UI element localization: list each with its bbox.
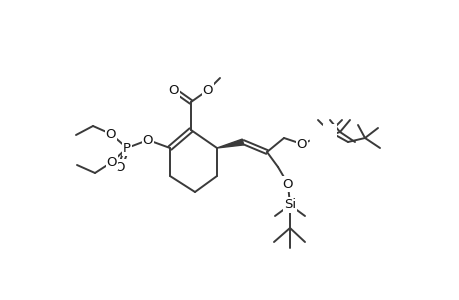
Polygon shape [217, 139, 243, 148]
Text: O: O [106, 155, 117, 169]
Text: O: O [202, 83, 213, 97]
Text: Si: Si [283, 199, 296, 212]
Text: O: O [282, 178, 293, 190]
Text: Si: Si [315, 131, 327, 145]
Text: O: O [296, 137, 307, 151]
Text: O: O [114, 160, 125, 173]
Text: Si: Si [323, 125, 336, 139]
Text: P: P [123, 142, 131, 154]
Text: O: O [142, 134, 153, 146]
Text: O: O [106, 128, 116, 140]
Text: O: O [168, 83, 179, 97]
